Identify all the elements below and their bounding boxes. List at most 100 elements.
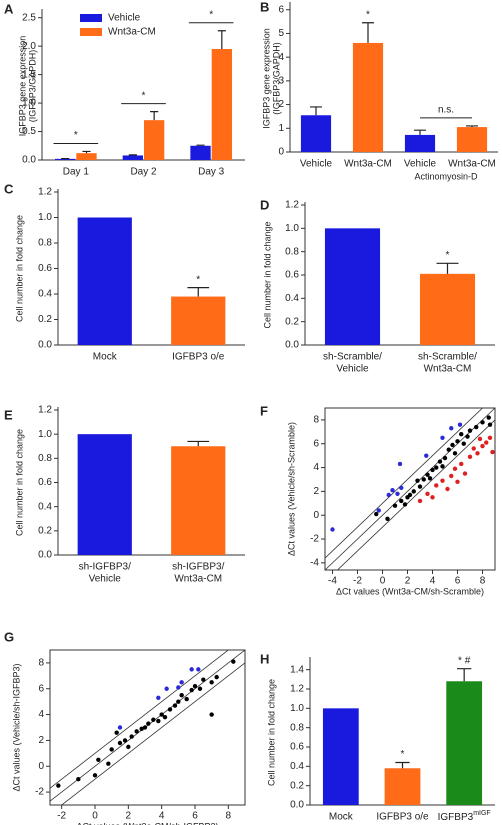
y-tick-label: 4 [38, 709, 44, 720]
point [179, 680, 184, 685]
reference-line [325, 408, 495, 570]
y-tick-label: 1.0 [285, 223, 299, 234]
y-axis-title: Cell number in fold change [14, 429, 24, 536]
point [430, 495, 435, 500]
y-axis-title: Cell number in fold change [266, 679, 276, 786]
point [425, 491, 430, 496]
legend-swatch [80, 28, 102, 36]
point [146, 721, 151, 726]
error-bar [413, 129, 427, 135]
point [385, 516, 390, 521]
x-tick-label-main: IGFBP3 [438, 812, 474, 823]
y-tick-label: 0.6 [38, 263, 52, 274]
panel-letter: C [4, 181, 14, 196]
axis-line [309, 657, 495, 806]
x-tick-label: 6 [455, 576, 461, 587]
x-axis-title: ΔCt values (Wnt3a-CM/sh-Scramble) [336, 586, 484, 596]
point [440, 464, 445, 469]
error-bar [395, 761, 410, 769]
y-axis-title: (IGFBP3/GAPDH) [27, 50, 37, 123]
point [417, 484, 423, 489]
point [189, 687, 194, 693]
x-tick-label: Day 1 [63, 167, 90, 178]
point [176, 699, 181, 704]
reference-line [50, 650, 245, 802]
annotation: * [209, 9, 213, 20]
x-tick-label: IGFBP3 o/e [172, 352, 225, 363]
point [465, 434, 470, 439]
point [424, 453, 429, 458]
point [117, 725, 123, 730]
x-tick-label: Wnt3a-CM [424, 364, 472, 375]
point [192, 683, 198, 689]
y-axis-title: ΔCt values (Vehicle/sh-IGFBP3) [11, 663, 21, 791]
y-tick-label: 1 [278, 123, 284, 134]
point [475, 451, 480, 456]
y-tick-label: 0.0 [38, 340, 52, 351]
reference-line [61, 662, 245, 805]
point [156, 695, 161, 700]
point [484, 440, 489, 445]
bar [55, 158, 76, 160]
point [179, 693, 184, 698]
y-axis-title: IGFBP3 gene expression [17, 36, 27, 137]
y-axis-title: Cell number in fold change [14, 215, 24, 322]
y-axis-title: IGFBP3 gene expression [261, 28, 271, 129]
point [376, 508, 381, 513]
point [126, 744, 131, 750]
bar [211, 49, 232, 160]
point [407, 492, 413, 498]
point [209, 680, 214, 685]
y-tick-label: 5 [278, 28, 284, 39]
x-tick-label: -2 [57, 811, 66, 822]
x-tick-label: 2 [126, 811, 132, 822]
y-tick-label: 4 [278, 52, 284, 63]
bar [456, 127, 488, 152]
error-bar [187, 287, 210, 297]
y-tick-label: 0.8 [38, 238, 52, 249]
y-tick-label: 0.4 [290, 761, 304, 772]
point [156, 718, 161, 724]
annotation: * [74, 130, 78, 141]
x-tick-label: sh-Scramble/ [323, 352, 382, 363]
bar [324, 228, 381, 345]
point [214, 674, 219, 680]
point [471, 446, 476, 451]
bar [352, 42, 384, 152]
point [167, 707, 173, 712]
y-tick-label: 0.2 [290, 780, 304, 791]
y-tick-label: 0.2 [38, 525, 52, 536]
reference-line [336, 419, 495, 570]
bar [76, 153, 97, 160]
point [437, 459, 443, 464]
point [397, 461, 403, 467]
y-axis-title: Cell number in fold change [262, 221, 272, 328]
panel-letter: D [260, 197, 269, 212]
point [129, 734, 134, 739]
reference-line [50, 650, 229, 789]
x-tick-label: IGFBP3 o/e [376, 812, 429, 823]
point [459, 432, 464, 437]
point [430, 467, 435, 473]
y-tick-label: -2 [310, 534, 319, 545]
x-tick-label: Vehicle [336, 364, 369, 375]
panel-letter: G [4, 629, 14, 644]
y-tick-label: 0.4 [38, 289, 52, 300]
panel-letter: F [260, 403, 268, 418]
point [487, 435, 493, 440]
y-tick-label: 1.2 [285, 200, 299, 211]
point [164, 686, 169, 691]
point [415, 478, 420, 483]
point [411, 489, 416, 494]
point [480, 443, 485, 449]
point [445, 486, 450, 492]
panel-letter: B [260, 0, 269, 14]
point [390, 487, 395, 493]
point [467, 454, 473, 460]
y-tick-label: 1.2 [38, 405, 52, 416]
point [417, 498, 423, 504]
x-tick-label: Wnt3a-CM [174, 574, 222, 585]
reference-line [325, 408, 484, 559]
error-bar [361, 22, 375, 43]
y-tick-label: 0.8 [38, 453, 52, 464]
